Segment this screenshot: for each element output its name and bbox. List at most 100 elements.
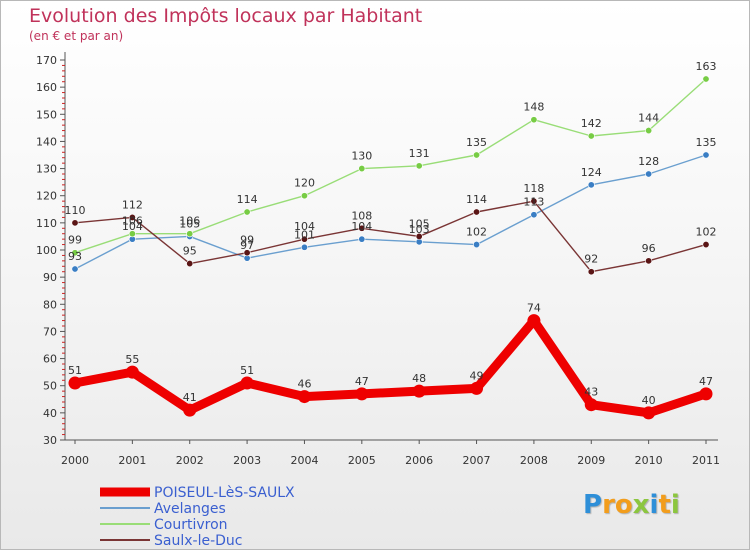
point-poiseul-l-s-saulx xyxy=(355,387,369,401)
point-courtivron xyxy=(186,230,194,238)
point-saulx-le-duc xyxy=(530,197,538,205)
data-label-poiseul-l-s-saulx: 43 xyxy=(584,386,598,399)
legend-label-courtivron: Courtivron xyxy=(154,517,228,533)
point-courtivron xyxy=(243,208,251,216)
data-label-saulx-le-duc: 108 xyxy=(351,209,372,222)
y-tick-label: 40 xyxy=(43,407,57,420)
y-tick-label: 50 xyxy=(43,380,57,393)
y-tick-label: 120 xyxy=(36,190,57,203)
point-courtivron xyxy=(415,162,423,170)
data-label-saulx-le-duc: 102 xyxy=(696,226,717,239)
axes: 30 40 50 60 70 80 90 100 110 120 130 140 150 160 170 20… xyxy=(36,52,720,467)
data-label-poiseul-l-s-saulx: 40 xyxy=(642,394,656,407)
data-label-courtivron: 142 xyxy=(581,117,602,130)
data-label-poiseul-l-s-saulx: 74 xyxy=(527,302,541,315)
point-avelanges xyxy=(587,181,595,189)
series-points xyxy=(68,75,713,420)
data-label-courtivron: 114 xyxy=(237,193,258,206)
data-label-saulx-le-duc: 118 xyxy=(523,182,544,195)
point-saulx-le-duc xyxy=(587,268,595,276)
data-label-courtivron: 135 xyxy=(466,136,487,149)
point-poiseul-l-s-saulx xyxy=(642,406,656,420)
y-tick-label: 70 xyxy=(43,325,57,338)
data-label-saulx-le-duc: 95 xyxy=(183,245,197,258)
point-saulx-le-duc xyxy=(71,219,79,227)
point-avelanges xyxy=(358,235,366,243)
data-label-poiseul-l-s-saulx: 41 xyxy=(183,391,197,404)
logo-letter: r xyxy=(602,490,615,520)
chart-title: Evolution des Impôts locaux par Habitant xyxy=(29,5,423,27)
series-line-courtivron xyxy=(74,78,707,254)
data-label-avelanges: 101 xyxy=(294,228,315,241)
point-poiseul-l-s-saulx xyxy=(470,381,484,395)
data-label-saulx-le-duc: 104 xyxy=(294,220,315,233)
point-courtivron xyxy=(473,151,481,159)
logo-letter: i xyxy=(670,490,680,520)
point-avelanges xyxy=(645,170,653,178)
x-tick-label: 2004 xyxy=(290,454,318,467)
data-label-courtivron: 131 xyxy=(409,147,430,160)
data-label-courtivron: 163 xyxy=(696,60,717,73)
point-avelanges xyxy=(300,243,308,251)
data-label-avelanges: 135 xyxy=(696,136,717,149)
data-label-avelanges: 97 xyxy=(240,239,254,252)
x-tick-label: 2011 xyxy=(692,454,720,467)
chart-subtitle: (en € et par an) xyxy=(29,29,124,43)
data-label-poiseul-l-s-saulx: 47 xyxy=(699,375,713,388)
point-courtivron xyxy=(128,230,136,238)
data-label-courtivron: 148 xyxy=(523,101,544,114)
point-courtivron xyxy=(702,75,710,83)
y-tick-label: 80 xyxy=(43,298,57,311)
point-saulx-le-duc xyxy=(645,257,653,265)
x-tick-label: 2008 xyxy=(520,454,548,467)
data-label-courtivron: 99 xyxy=(68,234,82,247)
x-tick-label: 2002 xyxy=(176,454,204,467)
series-lines xyxy=(74,78,707,273)
data-label-courtivron: 106 xyxy=(179,215,200,228)
data-label-saulx-le-duc: 99 xyxy=(240,234,254,247)
x-tick-label: 2007 xyxy=(463,454,491,467)
point-saulx-le-duc xyxy=(358,224,366,232)
data-label-poiseul-l-s-saulx: 51 xyxy=(68,364,82,377)
x-tick-label: 2003 xyxy=(233,454,261,467)
y-tick-label: 60 xyxy=(43,353,57,366)
y-tick-label: 130 xyxy=(36,163,57,176)
point-poiseul-l-s-saulx xyxy=(68,376,82,390)
data-label-avelanges: 124 xyxy=(581,166,602,179)
data-label-avelanges: 102 xyxy=(466,226,487,239)
point-poiseul-l-s-saulx xyxy=(240,376,254,390)
point-courtivron xyxy=(645,127,653,135)
data-label-avelanges: 113 xyxy=(523,196,544,209)
point-poiseul-l-s-saulx xyxy=(297,390,311,404)
point-poiseul-l-s-saulx xyxy=(412,384,426,398)
y-tick-label: 90 xyxy=(43,271,57,284)
point-poiseul-l-s-saulx xyxy=(183,403,197,417)
x-tick-label: 2005 xyxy=(348,454,376,467)
data-label-poiseul-l-s-saulx: 46 xyxy=(297,378,311,391)
series-line-avelanges xyxy=(74,154,707,270)
legend: POISEUL-LèS-SAULXAvelangesCourtivronSaul… xyxy=(100,485,295,549)
legend-label-avelanges: Avelanges xyxy=(154,501,226,517)
data-label-saulx-le-duc: 92 xyxy=(584,253,598,266)
data-label-avelanges: 128 xyxy=(638,155,659,168)
data-label-poiseul-l-s-saulx: 49 xyxy=(470,369,484,382)
data-label-poiseul-l-s-saulx: 48 xyxy=(412,372,426,385)
x-tick-label: 2010 xyxy=(635,454,663,467)
series-line-poiseul-l-s-saulx xyxy=(70,316,711,418)
logo-letter: t xyxy=(658,490,671,520)
data-label-avelanges: 103 xyxy=(409,223,430,236)
point-courtivron xyxy=(358,165,366,173)
point-poiseul-l-s-saulx xyxy=(527,314,541,328)
data-label-courtivron: 144 xyxy=(638,112,659,125)
point-avelanges xyxy=(530,211,538,219)
point-saulx-le-duc xyxy=(415,232,423,240)
x-tick-label: 2001 xyxy=(118,454,146,467)
point-courtivron xyxy=(71,249,79,257)
data-label-saulx-le-duc: 110 xyxy=(65,204,86,217)
x-tick-label: 2006 xyxy=(405,454,433,467)
data-label-saulx-le-duc: 112 xyxy=(122,198,143,211)
data-label-poiseul-l-s-saulx: 55 xyxy=(125,353,139,366)
data-label-poiseul-l-s-saulx: 47 xyxy=(355,375,369,388)
point-saulx-le-duc xyxy=(300,235,308,243)
